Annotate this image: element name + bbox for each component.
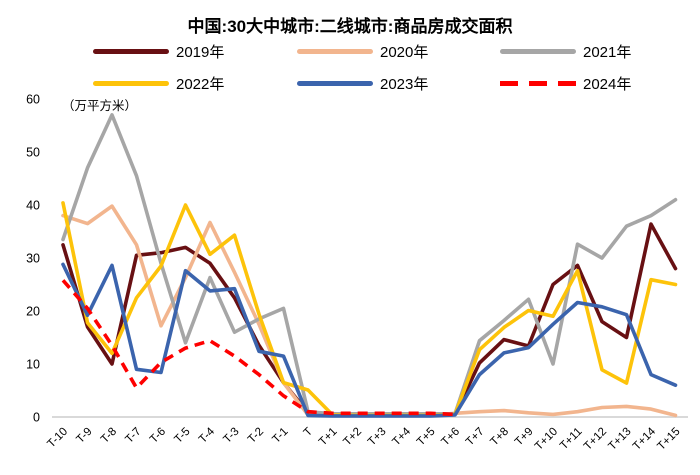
- x-tick-label: T+10: [533, 426, 560, 453]
- series-line-2023年: [61, 262, 678, 418]
- legend-label-2024: 2024年: [583, 75, 632, 93]
- y-tick-label: 0: [33, 411, 40, 425]
- legend-swatch-2019: [93, 48, 169, 54]
- legend-item-2019: 2019年: [93, 42, 225, 61]
- x-tick-label: T-2: [246, 426, 266, 446]
- y-tick-label: 20: [26, 305, 40, 319]
- x-tick-label: T-3: [221, 426, 241, 446]
- x-tick-label: T+14: [631, 425, 659, 453]
- x-tick-label: T+5: [415, 426, 438, 449]
- legend-swatch-2022: [93, 80, 169, 86]
- x-tick-label: T+12: [582, 426, 609, 453]
- legend-swatch-2020: [297, 48, 373, 54]
- x-tick-label: T-8: [99, 426, 119, 446]
- x-tick-label: T+7: [464, 426, 487, 449]
- y-tick-label: 10: [26, 358, 40, 372]
- x-tick-label: T+1: [317, 426, 340, 449]
- x-tick-label: T-4: [197, 425, 218, 446]
- x-tick-label: T+11: [558, 426, 585, 453]
- series-line-2019年: [61, 222, 678, 417]
- x-tick-label: T+4: [390, 425, 413, 448]
- x-tick-label: T+8: [488, 426, 511, 449]
- legend-label-2020: 2020年: [380, 43, 429, 61]
- legend-label-2019: 2019年: [176, 43, 225, 61]
- legend-item-2022: 2022年: [93, 74, 225, 93]
- legend-label-2021: 2021年: [583, 43, 632, 61]
- x-tick-label: T-6: [148, 426, 168, 446]
- series-line-2024年: [61, 279, 456, 417]
- legend-label-2022: 2022年: [176, 75, 225, 93]
- legend-item-2021: 2021年: [500, 42, 632, 61]
- x-tick-label: T-9: [74, 426, 94, 446]
- legend-item-2023: 2023年: [297, 74, 429, 93]
- y-tick-label: 60: [26, 93, 40, 107]
- x-tick-label: T-5: [172, 426, 192, 446]
- x-tick-label: T+13: [606, 426, 633, 453]
- x-tick-label: T+15: [655, 426, 682, 453]
- x-tick-label: T+3: [366, 426, 389, 449]
- x-tick-label: T: [302, 426, 315, 439]
- legend-swatch-2023: [297, 80, 373, 86]
- legend-swatch-2021: [500, 48, 576, 54]
- x-tick-label: T-7: [123, 426, 143, 446]
- x-tick-label: T+6: [439, 426, 462, 449]
- x-tick-label: T-1: [270, 426, 290, 446]
- x-tick-label: T-10: [45, 426, 70, 451]
- y-tick-label: 30: [26, 252, 40, 266]
- y-tick-label: 50: [26, 146, 40, 160]
- y-axis-unit-label: （万平方米）: [62, 98, 137, 113]
- legend-swatch-2024: [500, 80, 576, 86]
- y-tick-label: 40: [26, 199, 40, 213]
- x-tick-label: T+2: [341, 426, 364, 449]
- legend-label-2023: 2023年: [380, 75, 429, 93]
- chart-title: 中国:30大中城市:二线城市:商品房成交面积: [187, 17, 513, 36]
- legend-item-2020: 2020年: [297, 42, 429, 61]
- legend-item-2024: 2024年: [500, 74, 632, 93]
